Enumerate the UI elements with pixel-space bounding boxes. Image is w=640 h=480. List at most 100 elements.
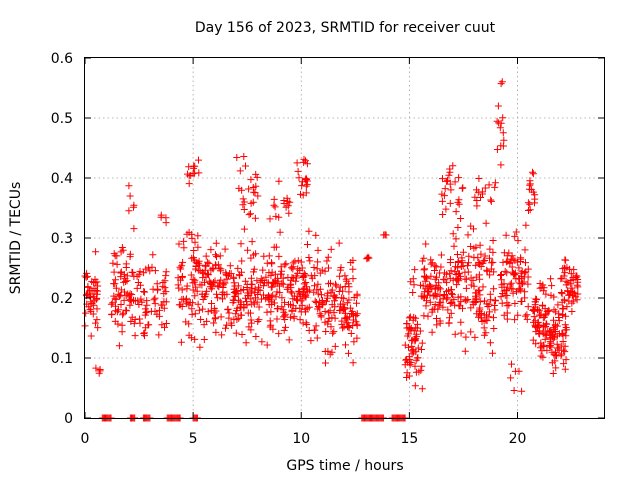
data-point	[420, 266, 428, 274]
data-point	[330, 309, 338, 317]
data-point	[474, 287, 482, 295]
data-point	[455, 196, 463, 204]
data-point	[240, 206, 248, 213]
data-point	[142, 309, 150, 317]
data-point	[540, 313, 548, 321]
data-point	[176, 301, 184, 309]
data-point	[529, 336, 537, 344]
data-point	[218, 331, 226, 339]
data-point	[547, 275, 555, 283]
data-point	[146, 267, 154, 275]
data-point	[235, 184, 243, 192]
data-point	[557, 342, 565, 350]
data-point	[499, 129, 507, 137]
data-point	[327, 245, 335, 253]
data-point	[252, 250, 260, 258]
data-point	[428, 328, 436, 336]
data-point	[462, 333, 470, 341]
data-point	[265, 301, 273, 309]
data-point	[133, 284, 141, 292]
data-point	[116, 291, 124, 299]
data-point	[137, 295, 145, 303]
data-point	[336, 266, 344, 274]
data-point	[408, 347, 416, 355]
data-point	[512, 228, 520, 236]
data-point	[140, 330, 148, 338]
data-point	[92, 248, 100, 256]
data-point	[550, 326, 558, 334]
y-tick-label: 0.2	[51, 291, 73, 307]
data-point	[524, 199, 532, 207]
data-point	[452, 235, 460, 243]
data-point	[262, 273, 270, 281]
data-point	[567, 280, 575, 288]
data-point	[470, 282, 478, 290]
data-point	[489, 248, 497, 256]
data-point	[161, 323, 168, 331]
data-point	[263, 294, 271, 301]
data-point	[561, 365, 569, 373]
data-point	[96, 366, 104, 373]
data-point	[497, 293, 505, 301]
data-point	[515, 264, 523, 272]
data-point	[296, 316, 304, 324]
data-point	[475, 175, 483, 182]
data-point	[411, 362, 419, 370]
chart-title: Day 156 of 2023, SRMTID for receiver cuu…	[195, 20, 496, 36]
data-point	[91, 275, 99, 283]
data-point	[294, 292, 302, 300]
data-point	[118, 321, 126, 329]
data-point	[555, 346, 563, 354]
data-point	[543, 320, 551, 328]
data-point	[255, 316, 263, 324]
data-point	[260, 252, 268, 260]
data-point	[305, 327, 313, 334]
data-point	[500, 280, 508, 288]
data-point	[179, 258, 187, 266]
data-point	[117, 273, 125, 281]
data-point	[82, 309, 90, 317]
data-point	[522, 221, 530, 229]
data-point	[461, 296, 469, 304]
data-point	[521, 312, 529, 320]
data-point	[131, 297, 139, 305]
data-point	[461, 275, 469, 283]
data-point	[273, 280, 281, 288]
data-point	[532, 295, 540, 303]
data-point	[319, 297, 326, 304]
data-point	[109, 299, 117, 307]
data-point	[347, 330, 355, 337]
data-point	[531, 307, 538, 315]
data-point	[442, 205, 450, 213]
data-point	[411, 382, 419, 390]
data-point	[229, 299, 237, 307]
data-point	[307, 337, 315, 345]
data-point	[522, 259, 529, 267]
data-point	[187, 271, 195, 279]
data-point	[323, 257, 331, 265]
data-point	[109, 259, 117, 267]
data-point	[479, 283, 487, 291]
data-point	[498, 78, 506, 86]
data-point	[301, 271, 309, 279]
data-point	[518, 387, 526, 395]
data-point	[150, 296, 158, 304]
data-point	[85, 287, 93, 295]
data-point	[563, 303, 571, 311]
data-point	[350, 294, 358, 301]
data-point	[242, 162, 249, 170]
data-point	[501, 267, 509, 275]
data-point	[210, 279, 217, 286]
data-point	[543, 346, 551, 354]
data-point	[529, 168, 536, 176]
data-point	[212, 328, 220, 336]
y-tick-label: 0.4	[51, 171, 73, 187]
data-point	[345, 280, 353, 288]
data-point	[410, 281, 418, 289]
data-point	[86, 292, 94, 300]
data-point	[439, 303, 447, 311]
data-point	[537, 352, 545, 360]
data-point	[547, 343, 555, 351]
data-point	[457, 215, 465, 222]
data-point	[158, 301, 166, 309]
